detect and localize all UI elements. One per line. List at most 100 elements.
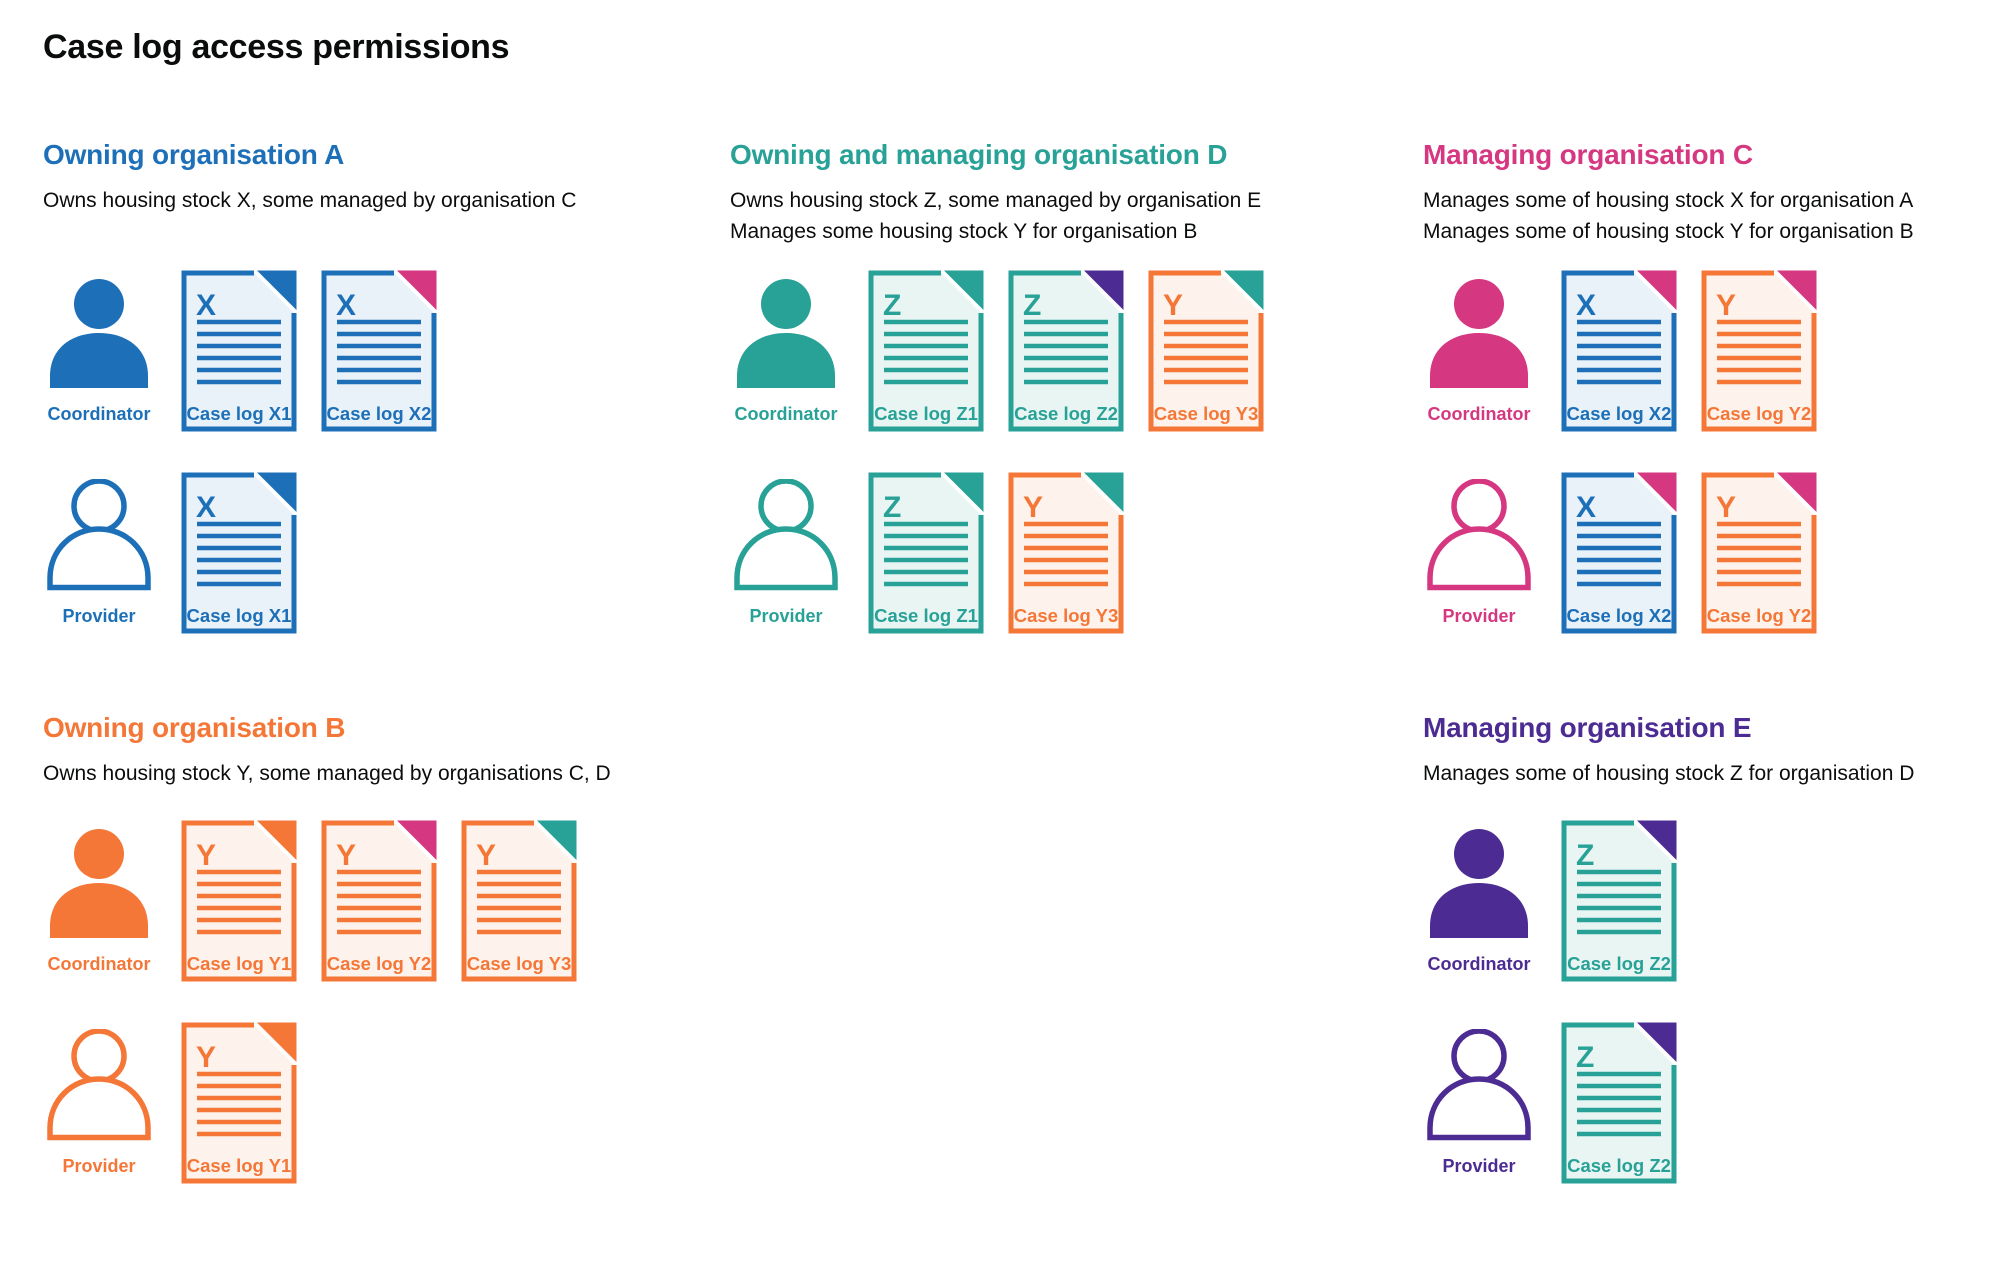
permission-row-provider: Provider X Case log X2 Y Case log Y2 <box>1423 472 1817 634</box>
document-icon: Z Case log Z2 <box>1561 820 1677 982</box>
case-log-documents: Z Case log Z1 Z Case log Z2 Y Case log Y3 <box>868 270 1264 432</box>
document-icon: X Case log X1 <box>181 270 297 432</box>
document-icon: Y Case log Y3 <box>1008 472 1124 634</box>
case-log-label: Case log Z2 <box>1567 1155 1671 1176</box>
document-icon: X Case log X1 <box>181 472 297 634</box>
person: Coordinator <box>43 277 155 425</box>
folded-corner <box>1637 820 1677 860</box>
case-log-label: Case log Z2 <box>1567 953 1671 974</box>
folded-corner <box>257 270 297 310</box>
document-page <box>1011 475 1121 631</box>
folded-corner <box>1084 270 1124 310</box>
case-log-label: Case log Y1 <box>187 953 292 974</box>
case-log-document: Y Case log Y3 <box>461 820 577 982</box>
document-icon: Y Case log Y2 <box>1701 472 1817 634</box>
person-icon <box>47 827 151 944</box>
case-log-documents: Z Case log Z2 <box>1561 1022 1677 1184</box>
case-log-documents: Y Case log Y1 <box>181 1022 297 1184</box>
permission-row-provider: Provider Z Case log Z1 Y Case log Y3 <box>730 472 1124 634</box>
document-page <box>1011 273 1121 429</box>
stock-letter: X <box>196 289 216 322</box>
folded-corner <box>257 820 297 860</box>
org-section-d: Owning and managing organisation D Owns … <box>730 139 1400 699</box>
org-description-line: Owns housing stock X, some managed by or… <box>43 189 577 212</box>
case-log-document: Y Case log Y2 <box>1701 472 1817 634</box>
person-head <box>1454 829 1504 879</box>
document-page <box>1704 273 1814 429</box>
document-border <box>1701 472 1817 634</box>
case-log-documents: Z Case log Z1 Y Case log Y3 <box>868 472 1124 634</box>
document-page <box>1151 273 1261 429</box>
stock-letter: Y <box>1716 491 1736 524</box>
permission-row-coordinator: Coordinator Z Case log Z1 Z Case log Z2 Y Cas… <box>730 270 1264 432</box>
person-icon <box>734 277 838 394</box>
document-page <box>1564 475 1674 631</box>
person-role-label: Coordinator <box>47 954 151 974</box>
folded-corner <box>1777 270 1817 310</box>
org-section-description: Owns housing stock Z, some managed by or… <box>730 185 1400 247</box>
provider-person-icon <box>1427 1028 1531 1141</box>
stock-letter: Y <box>1023 491 1043 524</box>
org-description-line: Manages some housing stock Y for organis… <box>730 220 1198 243</box>
folded-corner <box>1637 472 1677 512</box>
folded-corner <box>397 820 437 860</box>
document-border <box>868 270 984 432</box>
permission-row-coordinator: Coordinator X Case log X1 X Case log X2 <box>43 270 437 432</box>
document-icon: Y Case log Y1 <box>181 1022 297 1184</box>
org-description-line: Manages some of housing stock X for orga… <box>1423 189 1914 212</box>
permission-row-provider: Provider Y Case log Y1 <box>43 1022 297 1184</box>
provider-person-icon <box>734 478 838 591</box>
case-log-document: Z Case log Z2 <box>1561 1022 1677 1184</box>
case-log-document: Y Case log Y3 <box>1148 270 1264 432</box>
document-border <box>868 472 984 634</box>
person-body <box>1427 526 1531 591</box>
case-log-label: Case log X2 <box>1567 403 1672 424</box>
person-head <box>71 1028 127 1084</box>
document-border <box>181 472 297 634</box>
stock-letter: Y <box>1716 289 1736 322</box>
folded-corner <box>1084 472 1124 512</box>
person-body <box>47 526 151 591</box>
case-log-label: Case log X1 <box>187 605 292 626</box>
person-head <box>74 279 124 329</box>
document-page <box>1704 475 1814 631</box>
document-icon: Z Case log Z2 <box>1008 270 1124 432</box>
permission-row-provider: Provider X Case log X1 <box>43 472 297 634</box>
coordinator-person-icon <box>737 279 835 388</box>
document-icon: Z Case log Z1 <box>868 270 984 432</box>
case-log-document: X Case log X1 <box>181 472 297 634</box>
person-role-label: Provider <box>1442 1156 1516 1176</box>
person-body <box>50 333 148 388</box>
org-section-c: Managing organisation C Manages some of … <box>1423 139 1983 699</box>
person-head <box>761 279 811 329</box>
stock-letter: Z <box>1023 289 1041 322</box>
document-page <box>871 273 981 429</box>
document-border <box>181 820 297 982</box>
document-icon: Y Case log Y3 <box>461 820 577 982</box>
stock-letter: X <box>1576 289 1596 322</box>
folded-corner <box>257 1022 297 1062</box>
case-log-label: Case log X2 <box>1567 605 1672 626</box>
permission-row-coordinator: Coordinator Y Case log Y1 Y Case log Y2 Y Cas… <box>43 820 577 982</box>
document-icon: Z Case log Z2 <box>1561 1022 1677 1184</box>
folded-corner <box>537 820 577 860</box>
person-head <box>1454 279 1504 329</box>
case-log-label: Case log X1 <box>187 403 292 424</box>
document-page <box>184 1025 294 1181</box>
coordinator-person-icon <box>50 279 148 388</box>
document-icon: Y Case log Y2 <box>321 820 437 982</box>
org-section-title: Owning organisation B <box>43 712 346 743</box>
person-icon <box>1427 1028 1531 1146</box>
stock-letter: Y <box>196 839 216 872</box>
case-log-label: Case log Z2 <box>1014 403 1118 424</box>
document-icon: Y Case log Y2 <box>1701 270 1817 432</box>
case-log-documents: X Case log X2 Y Case log Y2 <box>1561 270 1817 432</box>
document-border <box>1701 270 1817 432</box>
person-head <box>71 478 127 534</box>
provider-person-icon <box>1427 478 1531 591</box>
person-role-label: Provider <box>749 606 823 626</box>
person-body <box>1427 1076 1531 1141</box>
document-border <box>1561 820 1677 982</box>
person-icon <box>47 1028 151 1146</box>
person-body <box>1430 333 1528 388</box>
